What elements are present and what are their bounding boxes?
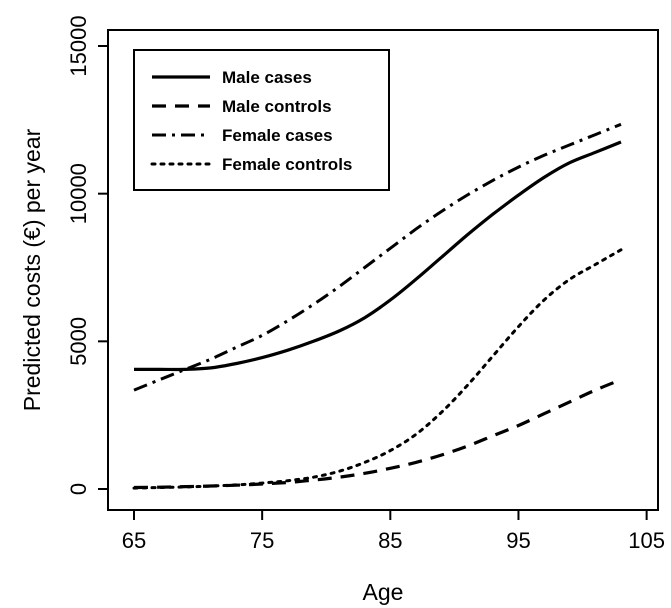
legend-box — [133, 49, 390, 191]
x-tick-label: 65 — [122, 528, 146, 553]
series-line-female-controls — [132, 248, 623, 490]
x-axis-title: Age — [363, 579, 404, 605]
x-tick-label: 95 — [506, 528, 530, 553]
legend-label-female-controls: Female controls — [222, 155, 352, 174]
y-tick-label: 5000 — [66, 317, 91, 366]
y-axis-title: Predicted costs (€) per year — [19, 128, 45, 411]
plot-frame — [107, 29, 659, 511]
y-tick-label: 0 — [66, 483, 91, 495]
legend-label-female-cases: Female cases — [222, 126, 333, 145]
series-line-male-cases — [133, 140, 622, 372]
series-layer — [132, 122, 623, 490]
y-axis: 0 5000 10000 15000 — [66, 15, 108, 495]
x-tick-label: 105 — [628, 528, 665, 553]
legend: Male cases Male controls Female cases Femal… — [133, 49, 390, 191]
y-tick-label: 15000 — [66, 15, 91, 76]
x-axis: 65 75 85 95 105 — [122, 510, 665, 553]
series-line-female-cases — [133, 122, 622, 392]
x-tick-label: 85 — [378, 528, 402, 553]
series-line-male-controls — [133, 378, 622, 490]
legend-label-male-cases: Male cases — [222, 68, 312, 87]
y-tick-label: 10000 — [66, 163, 91, 224]
x-tick-label: 75 — [250, 528, 274, 553]
legend-label-male-controls: Male controls — [222, 97, 332, 116]
